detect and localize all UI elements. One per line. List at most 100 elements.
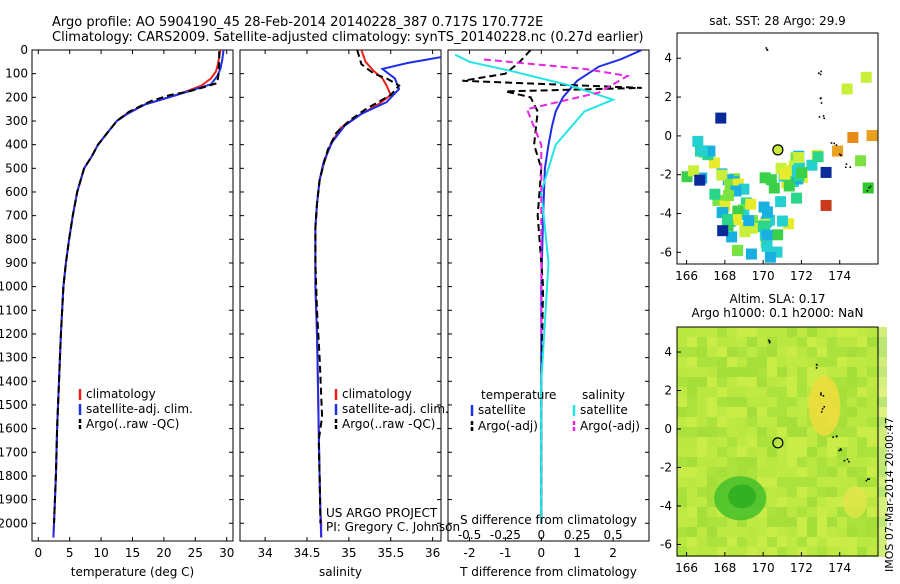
- top-tick-label: 0.25: [564, 528, 591, 542]
- sla-field-cell: [867, 487, 877, 497]
- sla-field-cell: [827, 347, 837, 357]
- x-tick-label: 0: [34, 546, 42, 560]
- sla-field-cell: [867, 347, 877, 357]
- map-y-tick-label: 4: [664, 51, 672, 65]
- sla-field-cell: [777, 367, 787, 377]
- sla-field-cell: [687, 477, 697, 487]
- sla-field-cell: [777, 477, 787, 487]
- sla-field-cell: [867, 457, 877, 467]
- map-title: sat. SST: 28 Argo: 29.9: [709, 14, 846, 28]
- sla-field-cell: [787, 387, 797, 397]
- sla-field-cell: [827, 337, 837, 347]
- sla-field-cell: [857, 427, 867, 437]
- sla-field-cell: [787, 547, 797, 557]
- island-speck: [849, 166, 852, 168]
- x-tick-label: 1: [573, 546, 581, 560]
- sla-field-cell: [787, 517, 797, 527]
- sla-field-cell: [797, 327, 807, 337]
- sla-field-cell: [867, 397, 877, 407]
- map-x-tick-label: 168: [713, 561, 736, 575]
- legend-header-salinity: salinity: [582, 388, 625, 402]
- legend-label: Argo(..raw -QC): [342, 417, 435, 431]
- sla-field-cell: [697, 547, 707, 557]
- sla-field-cell: [687, 537, 697, 547]
- sla-field-cell: [797, 487, 807, 497]
- sla-field-cell: [807, 497, 817, 507]
- sla-field-cell: [847, 417, 857, 427]
- sla-field-cell: [777, 447, 787, 457]
- sla-field-cell: [757, 537, 767, 547]
- sla-field-cell: [867, 507, 877, 517]
- sst-pixel: [746, 222, 758, 234]
- sla-field-cell: [707, 387, 717, 397]
- sla-field-cell: [677, 417, 687, 427]
- sla-field-cell: [707, 507, 717, 517]
- island-speck: [819, 97, 822, 100]
- sla-field-cell: [827, 457, 837, 467]
- sla-field-cell: [827, 437, 837, 447]
- sla-field-cell: [677, 517, 687, 527]
- x-tick-label: 30: [219, 546, 234, 560]
- map-x-tick-label: 172: [790, 561, 813, 575]
- sla-field-cell: [777, 507, 787, 517]
- sla-field-cell: [707, 467, 717, 477]
- y-tick-label: 1600: [0, 422, 28, 436]
- island-speck: [767, 339, 770, 342]
- series-line-climatology: [314, 50, 392, 538]
- sla-field-cell: [767, 387, 777, 397]
- top-tick-label: 0.5: [604, 528, 623, 542]
- x-axis-label: salinity: [319, 565, 362, 579]
- sla-field-cell: [807, 537, 817, 547]
- sla-field-cell: [877, 457, 887, 467]
- sla-field-cell: [877, 337, 887, 347]
- map-title: Altim. SLA: 0.17: [729, 292, 825, 306]
- y-tick-label: 1000: [0, 280, 28, 294]
- sla-field-cell: [757, 367, 767, 377]
- map-y-tick-label: 2: [664, 90, 672, 104]
- sla-field-cell: [677, 547, 687, 557]
- sla-field-cell: [727, 357, 737, 367]
- sla-field-cell: [797, 427, 807, 437]
- sla-field-cell: [757, 377, 767, 387]
- sla-field-cell: [757, 327, 767, 337]
- sla-field-cell: [857, 377, 867, 387]
- sla-field-cell: [837, 377, 847, 387]
- sla-field-cell: [877, 537, 887, 547]
- sla-field-cell: [737, 457, 747, 467]
- sla-field-cell: [797, 507, 807, 517]
- sla-field-cell: [817, 447, 827, 457]
- sla-field-cell: [757, 357, 767, 367]
- sla-field-cell: [847, 327, 857, 337]
- sst-pixel: [719, 200, 731, 212]
- header-line-2: Climatology: CARS2009. Satellite-adjuste…: [52, 30, 644, 45]
- x-axis-label: T difference from climatology: [459, 565, 637, 579]
- sla-field-cell: [747, 517, 757, 527]
- sla-field-cell: [697, 447, 707, 457]
- sla-field-cell: [757, 447, 767, 457]
- y-tick-label: 900: [5, 256, 28, 270]
- sla-field-cell: [767, 447, 777, 457]
- sla-field-cell: [677, 397, 687, 407]
- sla-field-cell: [877, 467, 887, 477]
- sla-field-cell: [757, 387, 767, 397]
- y-tick-label: 1100: [0, 303, 28, 317]
- map-subtitle: Argo h1000: 0.1 h2000: NaN: [692, 306, 864, 320]
- sla-field-cell: [767, 507, 777, 517]
- sla-field-cell: [807, 517, 817, 527]
- sla-field-cell: [877, 517, 887, 527]
- sla-field-cell: [837, 367, 847, 377]
- map-y-tick-label: 0: [664, 422, 672, 436]
- top-axis-label: S difference from climatology: [460, 513, 637, 527]
- sla-field-cell: [737, 547, 747, 557]
- sla-field-cell: [877, 357, 887, 367]
- sla-field-cell: [797, 417, 807, 427]
- map-x-tick-label: 174: [828, 269, 851, 283]
- sla-field-cell: [867, 357, 877, 367]
- sla-field-cell: [857, 387, 867, 397]
- sla-field-cell: [847, 457, 857, 467]
- sla-field-cell: [847, 447, 857, 457]
- sla-field-cell: [867, 517, 877, 527]
- sla-field-cell: [717, 357, 727, 367]
- sla-field-cell: [787, 467, 797, 477]
- y-tick-label: 1400: [0, 374, 28, 388]
